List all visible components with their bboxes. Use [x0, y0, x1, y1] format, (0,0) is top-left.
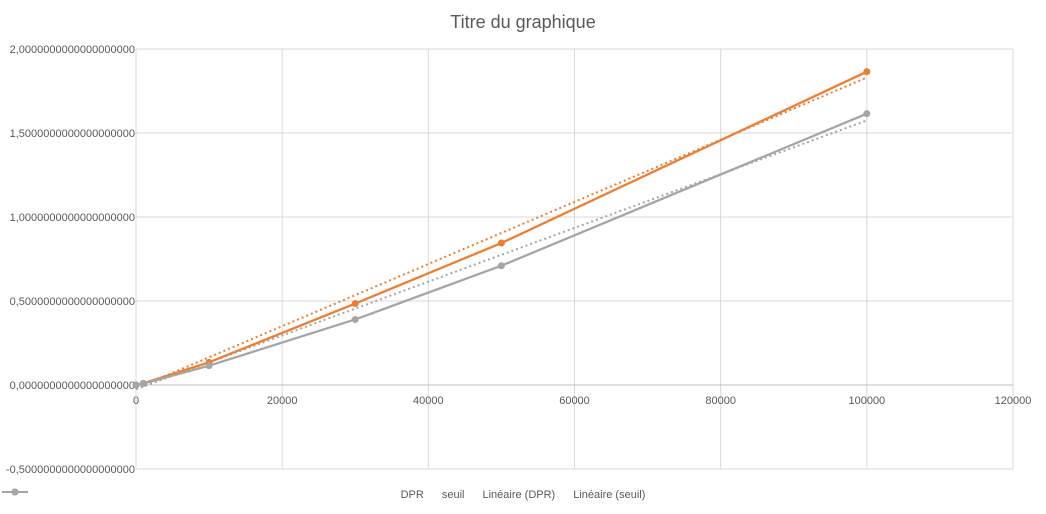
series-line: [135, 70, 868, 387]
legend: DPR seuil Linéaire (DPR) Linéaire (seuil): [0, 486, 1046, 504]
x-tick-label: 100000: [848, 395, 885, 407]
legend-label: DPR: [400, 489, 424, 501]
data-point: [863, 68, 871, 76]
trendline: [135, 119, 868, 391]
data-point: [132, 381, 140, 389]
legend-item: Linéaire (seuil): [2, 489, 646, 501]
y-tick-label: 1,0000000000000000000: [10, 212, 135, 224]
x-tick-label: 80000: [705, 395, 736, 407]
y-tick-label: 1,5000000000000000000: [10, 128, 135, 140]
y-tick-label: 0,5000000000000000000: [10, 296, 135, 308]
legend-item: DPR: [2, 488, 424, 501]
x-tick-label: 60000: [559, 395, 590, 407]
data-point: [497, 239, 505, 247]
x-tick-label: 120000: [995, 395, 1032, 407]
y-tick-label: 2,0000000000000000000: [10, 44, 135, 56]
data-point: [863, 110, 871, 118]
data-point: [139, 380, 147, 388]
y-tick-label: 0,0000000000000000000: [10, 380, 135, 392]
chart-title: Titre du graphique: [450, 12, 596, 32]
data-point: [205, 362, 213, 370]
x-tick-label: 0: [133, 395, 139, 407]
x-tick-label: 20000: [267, 395, 298, 407]
legend-label: seuil: [441, 489, 465, 501]
legend-label: Linéaire (seuil): [573, 489, 646, 501]
x-tick-label: 40000: [413, 395, 444, 407]
series-line: [135, 112, 868, 387]
y-tick-label: -0,5000000000000000000: [6, 464, 135, 476]
data-point: [351, 315, 359, 323]
legend-label: Linéaire (DPR): [482, 489, 556, 501]
legend-swatch: [2, 491, 28, 493]
data-point: [351, 300, 359, 308]
data-point: [497, 262, 505, 270]
legend-item: seuil: [2, 488, 465, 501]
legend-item: Linéaire (DPR): [2, 489, 556, 501]
